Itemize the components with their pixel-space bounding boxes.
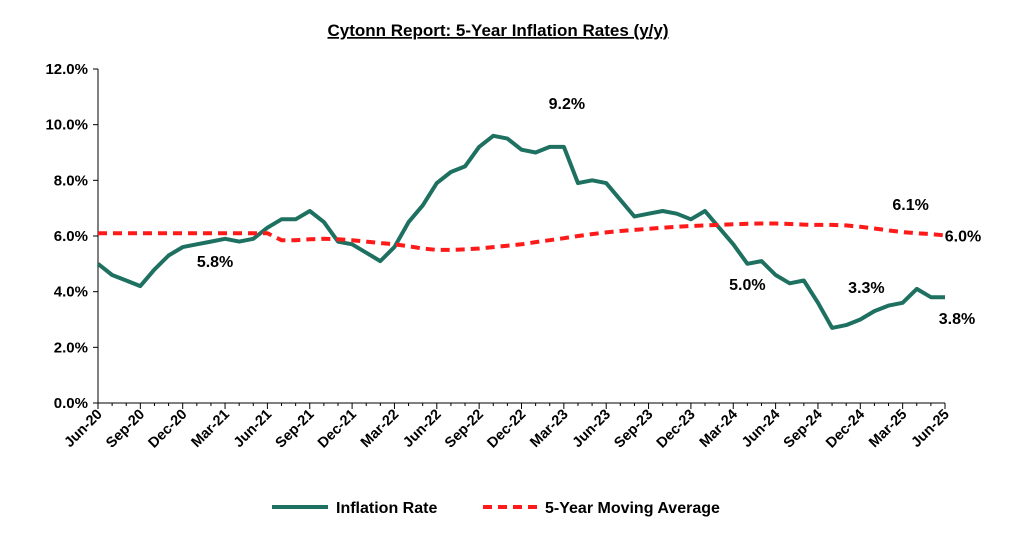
data-label: 6.1% bbox=[892, 197, 928, 214]
x-tick-label: Jun-25 bbox=[908, 407, 952, 451]
data-labels: 5.8% 9.2% 5.0% 3.3% 3.8% 6.1% 6.0% bbox=[197, 96, 981, 328]
y-tick-label: 8.0% bbox=[54, 172, 88, 189]
moving-average-line bbox=[98, 221, 946, 252]
y-tick-label: 0.0% bbox=[54, 395, 88, 412]
x-tick-label: Dec-24 bbox=[823, 407, 868, 452]
x-tick-label: Mar-22 bbox=[358, 407, 402, 451]
x-tick-label: Jun-20 bbox=[61, 407, 105, 451]
data-label: 3.8% bbox=[939, 311, 975, 328]
x-tick-label: Dec-22 bbox=[484, 407, 529, 452]
y-tick-label: 12.0% bbox=[45, 61, 88, 78]
x-tick-label: Dec-20 bbox=[146, 407, 191, 452]
x-tick-label: Sep-20 bbox=[103, 407, 148, 452]
x-tick-label: Dec-21 bbox=[315, 407, 360, 452]
legend-label: 5-Year Moving Average bbox=[545, 500, 720, 517]
x-tick-label: Jun-24 bbox=[739, 407, 783, 451]
y-tick-label: 4.0% bbox=[54, 284, 88, 301]
data-label: 5.8% bbox=[197, 254, 233, 271]
chart-title: Cytonn Report: 5-Year Inflation Rates (y… bbox=[328, 21, 669, 40]
inflation-rate-line bbox=[96, 133, 945, 330]
y-tick-label: 10.0% bbox=[45, 117, 88, 134]
x-tick-label: Sep-24 bbox=[781, 407, 826, 452]
legend-label: Inflation Rate bbox=[336, 500, 437, 517]
data-label: 3.3% bbox=[848, 280, 884, 297]
plot-area bbox=[96, 133, 946, 330]
x-tick-label: Mar-24 bbox=[697, 407, 741, 451]
chart-axes: 0.0%2.0%4.0%6.0%8.0%10.0%12.0%Jun-20Sep-… bbox=[45, 61, 952, 451]
x-tick-label: Mar-21 bbox=[189, 407, 233, 451]
y-tick-label: 6.0% bbox=[54, 228, 88, 245]
x-tick-label: Jun-22 bbox=[400, 407, 444, 451]
data-label: 5.0% bbox=[729, 277, 765, 294]
y-tick-label: 2.0% bbox=[54, 339, 88, 356]
x-tick-label: Sep-23 bbox=[611, 407, 656, 452]
x-tick-label: Dec-23 bbox=[654, 407, 699, 452]
x-tick-label: Mar-23 bbox=[527, 407, 571, 451]
x-tick-label: Sep-22 bbox=[442, 407, 487, 452]
data-label: 9.2% bbox=[549, 96, 585, 113]
x-tick-label: Jun-21 bbox=[231, 407, 275, 451]
x-tick-label: Jun-23 bbox=[570, 407, 614, 451]
data-label: 6.0% bbox=[945, 228, 981, 245]
x-tick-label: Sep-21 bbox=[273, 407, 318, 452]
chart-legend: Inflation Rate 5-Year Moving Average bbox=[272, 500, 720, 517]
x-tick-label: Mar-25 bbox=[866, 407, 910, 451]
